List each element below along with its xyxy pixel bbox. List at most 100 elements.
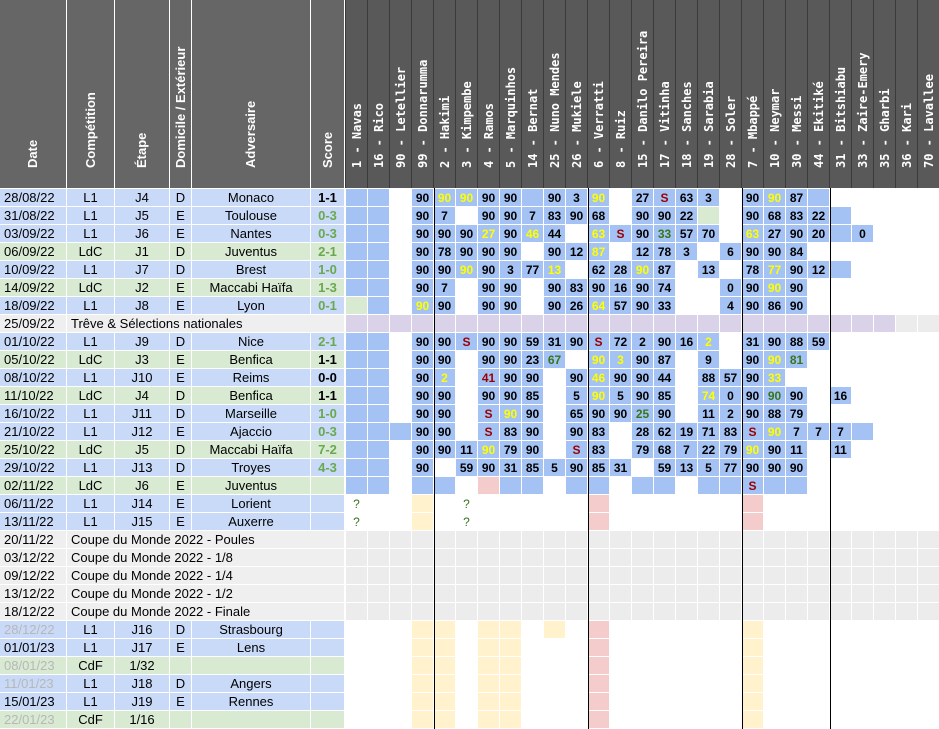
- player-cell[interactable]: 90: [478, 441, 500, 459]
- header-player[interactable]: 5 - Marquinhos: [500, 0, 522, 188]
- header-player[interactable]: 18 - Sanches: [676, 0, 698, 188]
- player-cell[interactable]: 90: [434, 225, 456, 243]
- player-cell[interactable]: [764, 711, 786, 729]
- player-cell[interactable]: [390, 297, 412, 315]
- player-cell[interactable]: [478, 675, 500, 693]
- player-cell[interactable]: [698, 243, 720, 261]
- header-competition[interactable]: Compétition: [67, 0, 115, 188]
- player-cell[interactable]: [676, 405, 698, 423]
- player-cell[interactable]: [896, 513, 918, 531]
- player-cell[interactable]: 33: [654, 225, 676, 243]
- player-cell[interactable]: [786, 621, 808, 639]
- player-cell[interactable]: [874, 585, 896, 603]
- player-cell[interactable]: 9: [698, 351, 720, 369]
- player-cell[interactable]: [852, 315, 874, 333]
- header-player[interactable]: 14 - Bernat: [522, 0, 544, 188]
- player-cell[interactable]: [654, 639, 676, 657]
- player-cell[interactable]: [676, 711, 698, 729]
- player-cell[interactable]: [544, 495, 566, 513]
- player-cell[interactable]: 90: [522, 441, 544, 459]
- player-cell[interactable]: [918, 225, 939, 243]
- player-cell[interactable]: [676, 513, 698, 531]
- player-cell[interactable]: [566, 225, 588, 243]
- player-cell[interactable]: [764, 531, 786, 549]
- player-cell[interactable]: [434, 567, 456, 585]
- player-cell[interactable]: [478, 477, 500, 495]
- player-cell[interactable]: [588, 675, 610, 693]
- player-cell[interactable]: [588, 693, 610, 711]
- player-cell[interactable]: 78: [742, 261, 764, 279]
- player-cell[interactable]: [588, 531, 610, 549]
- player-cell[interactable]: [588, 315, 610, 333]
- player-cell[interactable]: [896, 477, 918, 495]
- player-cell[interactable]: [830, 657, 852, 675]
- player-cell[interactable]: [478, 549, 500, 567]
- player-cell[interactable]: [918, 387, 939, 405]
- player-cell[interactable]: 5: [698, 459, 720, 477]
- player-cell[interactable]: 90: [764, 333, 786, 351]
- player-cell[interactable]: [390, 549, 412, 567]
- player-cell[interactable]: [434, 531, 456, 549]
- player-cell[interactable]: [456, 207, 478, 225]
- player-cell[interactable]: 90: [588, 405, 610, 423]
- player-cell[interactable]: 90: [654, 405, 676, 423]
- player-cell[interactable]: [610, 621, 632, 639]
- player-cell[interactable]: 90: [522, 423, 544, 441]
- player-cell[interactable]: [412, 603, 434, 621]
- player-cell[interactable]: 90: [786, 387, 808, 405]
- player-cell[interactable]: [676, 549, 698, 567]
- player-cell[interactable]: 90: [434, 441, 456, 459]
- player-cell[interactable]: 90: [610, 369, 632, 387]
- player-cell[interactable]: [632, 315, 654, 333]
- player-cell[interactable]: [764, 639, 786, 657]
- player-cell[interactable]: [346, 369, 368, 387]
- player-cell[interactable]: [610, 675, 632, 693]
- player-cell[interactable]: S: [566, 441, 588, 459]
- player-cell[interactable]: [720, 657, 742, 675]
- player-cell[interactable]: [522, 657, 544, 675]
- player-cell[interactable]: [412, 315, 434, 333]
- player-cell[interactable]: 90: [764, 423, 786, 441]
- player-cell[interactable]: [654, 531, 676, 549]
- player-cell[interactable]: [434, 675, 456, 693]
- player-cell[interactable]: [698, 513, 720, 531]
- player-cell[interactable]: 83: [720, 423, 742, 441]
- player-cell[interactable]: [390, 441, 412, 459]
- player-cell[interactable]: [896, 297, 918, 315]
- player-cell[interactable]: 90: [500, 243, 522, 261]
- player-cell[interactable]: [390, 621, 412, 639]
- player-cell[interactable]: 11: [456, 441, 478, 459]
- player-cell[interactable]: [368, 387, 390, 405]
- player-cell[interactable]: [874, 369, 896, 387]
- player-cell[interactable]: 22: [808, 207, 830, 225]
- player-cell[interactable]: [918, 441, 939, 459]
- player-cell[interactable]: [500, 315, 522, 333]
- player-cell[interactable]: [698, 657, 720, 675]
- player-cell[interactable]: 77: [764, 261, 786, 279]
- player-cell[interactable]: [918, 261, 939, 279]
- player-cell[interactable]: [368, 711, 390, 729]
- player-cell[interactable]: [434, 639, 456, 657]
- player-cell[interactable]: [500, 549, 522, 567]
- player-cell[interactable]: [720, 351, 742, 369]
- player-cell[interactable]: 83: [588, 441, 610, 459]
- header-stage[interactable]: Étape: [115, 0, 170, 188]
- player-cell[interactable]: [456, 315, 478, 333]
- player-cell[interactable]: [456, 279, 478, 297]
- player-cell[interactable]: [918, 549, 939, 567]
- player-cell[interactable]: [918, 711, 939, 729]
- player-cell[interactable]: 90: [632, 387, 654, 405]
- player-cell[interactable]: [632, 531, 654, 549]
- player-cell[interactable]: [368, 315, 390, 333]
- player-cell[interactable]: 90: [566, 333, 588, 351]
- player-cell[interactable]: [654, 657, 676, 675]
- player-cell[interactable]: [368, 243, 390, 261]
- player-cell[interactable]: [390, 495, 412, 513]
- player-cell[interactable]: 90: [522, 405, 544, 423]
- player-cell[interactable]: 90: [786, 279, 808, 297]
- player-cell[interactable]: [346, 387, 368, 405]
- player-cell[interactable]: 90: [654, 333, 676, 351]
- player-cell[interactable]: [566, 621, 588, 639]
- player-cell[interactable]: [522, 549, 544, 567]
- player-cell[interactable]: [874, 387, 896, 405]
